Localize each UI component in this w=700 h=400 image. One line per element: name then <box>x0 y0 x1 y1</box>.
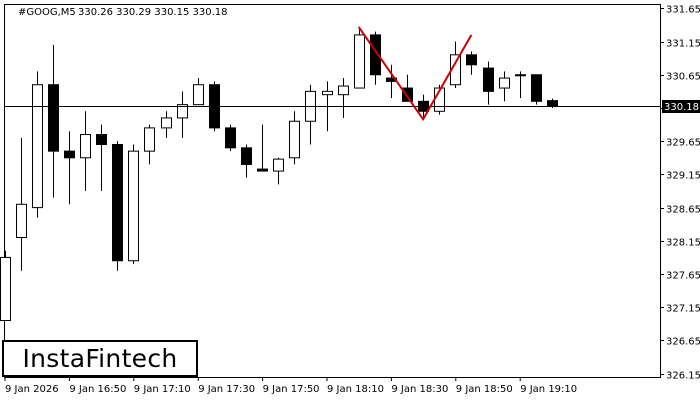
bull-candle-body <box>193 84 204 106</box>
bear-candle-body <box>483 67 494 92</box>
candle <box>354 28 365 89</box>
x-tick-label: 9 Jan 17:30 <box>198 384 255 395</box>
plot-area <box>4 4 661 378</box>
candle <box>483 61 494 105</box>
bear-candle-body <box>96 134 107 146</box>
y-tick-label: 329.15 <box>666 171 700 182</box>
candle <box>128 144 139 265</box>
instafintech-logo: InstaFintech <box>2 340 198 377</box>
bear-candle-body <box>257 168 268 172</box>
x-tick-label: 9 Jan 19:10 <box>520 384 577 395</box>
bull-candle-body <box>80 134 91 159</box>
bull-candle-body <box>32 84 43 209</box>
candle <box>48 44 59 198</box>
x-tick-label: 9 Jan 17:50 <box>263 384 320 395</box>
bull-candle-body <box>0 256 11 322</box>
bear-candle-body <box>531 74 542 102</box>
candle <box>370 31 381 85</box>
x-tick-label: 9 Jan 17:10 <box>134 384 191 395</box>
bull-candle-body <box>322 90 333 96</box>
current-price-tag: 330.18 <box>662 100 700 113</box>
candle <box>466 51 477 75</box>
candle <box>225 124 236 152</box>
brand-name: InstaFintech <box>22 344 178 373</box>
y-axis: 331.65331.15330.65330.15329.65329.15328.… <box>660 5 700 382</box>
candle <box>16 137 27 271</box>
candle <box>32 71 43 218</box>
x-axis: 9 Jan 2026 9 Jan 16:50 9 Jan 17:10 9 Jan 17… <box>4 377 577 395</box>
bull-candle-body <box>177 104 188 119</box>
candle <box>96 124 107 191</box>
x-tick-label: 9 Jan 18:30 <box>391 384 448 395</box>
y-tick-label: 331.65 <box>666 5 700 16</box>
candle <box>64 131 75 205</box>
candle <box>144 124 155 165</box>
x-tick-label: 9 Jan 18:10 <box>327 384 384 395</box>
y-tick-label: 326.15 <box>666 371 700 382</box>
candle <box>515 71 526 98</box>
bull-candle-body <box>354 34 365 89</box>
bear-candle-body <box>370 34 381 76</box>
candle <box>161 111 172 138</box>
candle <box>193 78 204 106</box>
bear-candle-body <box>48 84 59 152</box>
y-tick-label: 328.65 <box>666 205 700 216</box>
x-tick-label: 9 Jan 18:50 <box>456 384 513 395</box>
bull-candle-body <box>128 150 139 262</box>
candle <box>289 111 300 165</box>
bull-candle-body <box>16 203 27 239</box>
bear-candle-body <box>225 127 236 149</box>
candle <box>112 141 123 271</box>
candle <box>177 91 188 138</box>
bull-candle-body <box>289 120 300 159</box>
bear-candle-body <box>547 100 558 107</box>
candle <box>338 78 349 118</box>
bear-candle-body <box>112 144 123 262</box>
y-tick-label: 327.15 <box>666 304 700 315</box>
bull-candle-body <box>338 85 349 96</box>
double-top-pattern-line <box>357 26 473 122</box>
bull-candle-body <box>161 117 172 129</box>
bull-candle-body <box>144 127 155 152</box>
bear-candle-body <box>402 87 413 102</box>
candle <box>273 157 284 185</box>
candle <box>0 250 11 322</box>
y-tick-label: 327.65 <box>666 271 700 282</box>
bull-candle-body <box>273 158 284 172</box>
bull-candle-body <box>499 77 510 89</box>
y-tick-label: 326.65 <box>666 337 700 348</box>
bear-candle-body <box>64 150 75 159</box>
candle <box>257 124 268 172</box>
x-tick-label: 9 Jan 16:50 <box>69 384 126 395</box>
x-tick-label: 9 Jan 2026 <box>5 384 59 395</box>
bull-candle-body <box>515 74 526 77</box>
candle <box>499 71 510 102</box>
y-tick-label: 330.65 <box>666 72 700 83</box>
y-tick-label: 328.15 <box>666 238 700 249</box>
candle <box>80 111 91 191</box>
current-price-label: 330.18 <box>664 102 699 113</box>
y-tick-label: 329.65 <box>666 138 700 149</box>
bear-candle-body <box>241 147 252 165</box>
bear-candle-body <box>466 54 477 66</box>
candle <box>531 74 542 105</box>
symbol-label: #GOOG,M5 <box>18 7 76 18</box>
ohlc-values: 330.26 330.29 330.15 330.18 <box>78 7 228 18</box>
y-tick-label: 331.15 <box>666 39 700 50</box>
candle <box>241 144 252 178</box>
